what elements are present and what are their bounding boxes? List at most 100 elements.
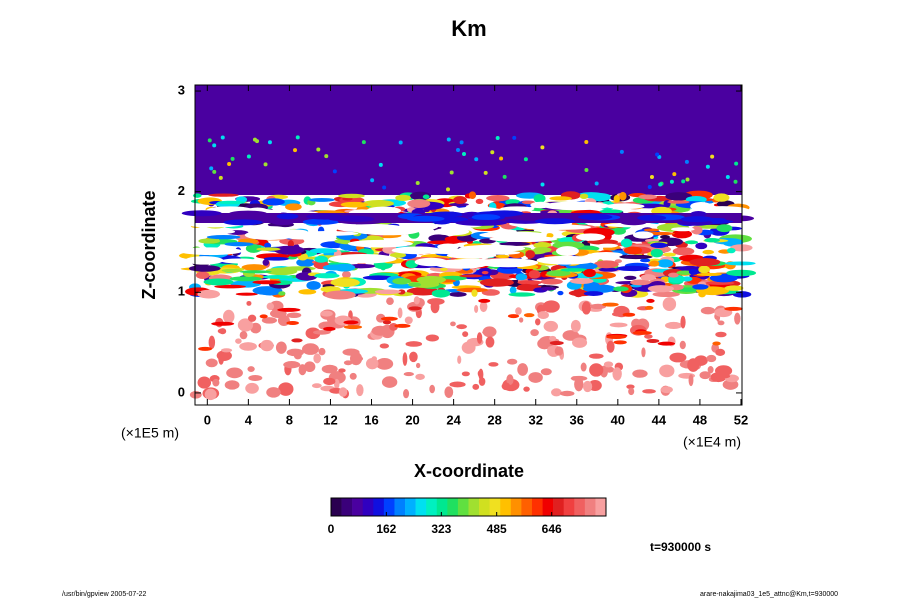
field-blob [478,298,491,303]
field-blob [512,135,517,140]
field-blob [517,363,528,376]
colorbar-cell [510,498,522,516]
field-blob [589,363,604,377]
field-blob [605,203,645,210]
footer-right: arare-nakajima03_1e5_attnc@Km,t=930000 [700,591,838,598]
field-blob [549,196,572,201]
field-blob [669,352,687,363]
field-blob [214,284,246,289]
y-tick-label: 2 [178,183,185,198]
field-blob [298,289,317,295]
field-blob [397,307,403,319]
colorbar-cell [521,498,533,516]
field-blob [309,248,338,254]
field-blob [644,334,653,339]
field-blob [318,347,326,356]
colorbar-tick-label: 162 [376,522,396,536]
field-blob [277,315,290,327]
field-blob [203,278,234,286]
field-blob [575,233,606,241]
field-blob [382,185,387,190]
colorbar-cell [584,498,596,516]
field-blob [235,292,258,296]
field-blob [437,243,459,250]
chart-title: Km [451,16,486,41]
field-blob [667,200,690,204]
field-blob [485,336,495,348]
field-blob [263,256,290,261]
field-blob [588,353,604,359]
field-blob [475,198,484,205]
field [178,85,767,405]
field-blob [724,306,743,311]
field-blob [572,337,588,348]
field-blob [446,137,451,142]
field-blob [507,314,520,319]
field-blob [283,360,301,369]
field-blob [326,314,336,325]
field-blob [248,375,263,381]
field-blob [457,355,462,364]
field-blob [462,152,467,157]
field-blob [405,341,423,347]
field-blob [699,371,711,380]
field-blob [650,242,668,249]
field-blob [472,383,480,390]
colorbar-cell [447,498,459,516]
field-blob [624,255,648,259]
field-blob [298,364,307,376]
field-blob [551,388,562,397]
field-blob [508,292,536,297]
field-blob [307,272,316,276]
x-tick-label: 0 [204,412,211,427]
x-tick-label: 40 [611,412,625,427]
field-blob [427,240,460,245]
field-blob [456,287,489,293]
field-blob [330,278,360,287]
field-blob [613,286,629,292]
field-blob [706,354,717,363]
field-blob [189,391,202,399]
field-blob [598,267,619,272]
field-blob [229,276,262,282]
field-blob [724,215,755,222]
field-blob [371,325,390,336]
field-blob [521,200,535,205]
field-blob [515,273,528,281]
field-blob [560,268,589,272]
colorbar-cell [331,498,342,516]
field-blob [476,332,483,344]
field-blob [431,289,451,298]
x-tick-label: 16 [364,412,378,427]
colorbar-cell [426,498,438,516]
field-blob [638,194,658,200]
field-blob [726,269,757,277]
field-blob [702,249,715,255]
field-blob [285,203,302,211]
field-blob [692,284,709,290]
field-blob [416,275,446,284]
colorbar-tick-label: 646 [542,522,562,536]
field-blob [523,313,535,318]
field-blob [190,229,236,235]
field-blob [687,358,700,372]
field-blob [713,193,730,202]
field-blob [552,241,585,249]
field-blob [381,376,398,388]
field-blob [260,339,274,352]
field-blob [181,210,222,217]
field-blob [528,372,543,383]
field-blob [252,280,282,285]
field-blob [205,358,218,368]
field-blob [660,386,673,394]
field-blob [221,268,242,273]
field-blob [495,135,500,140]
field-blob [430,300,440,314]
field-blob [408,306,422,311]
field-blob [540,145,545,150]
field-blob [489,235,558,243]
field-blob [261,317,278,324]
field-blob [324,154,329,159]
field-blob [688,268,699,275]
colorbar-cell [394,498,406,516]
